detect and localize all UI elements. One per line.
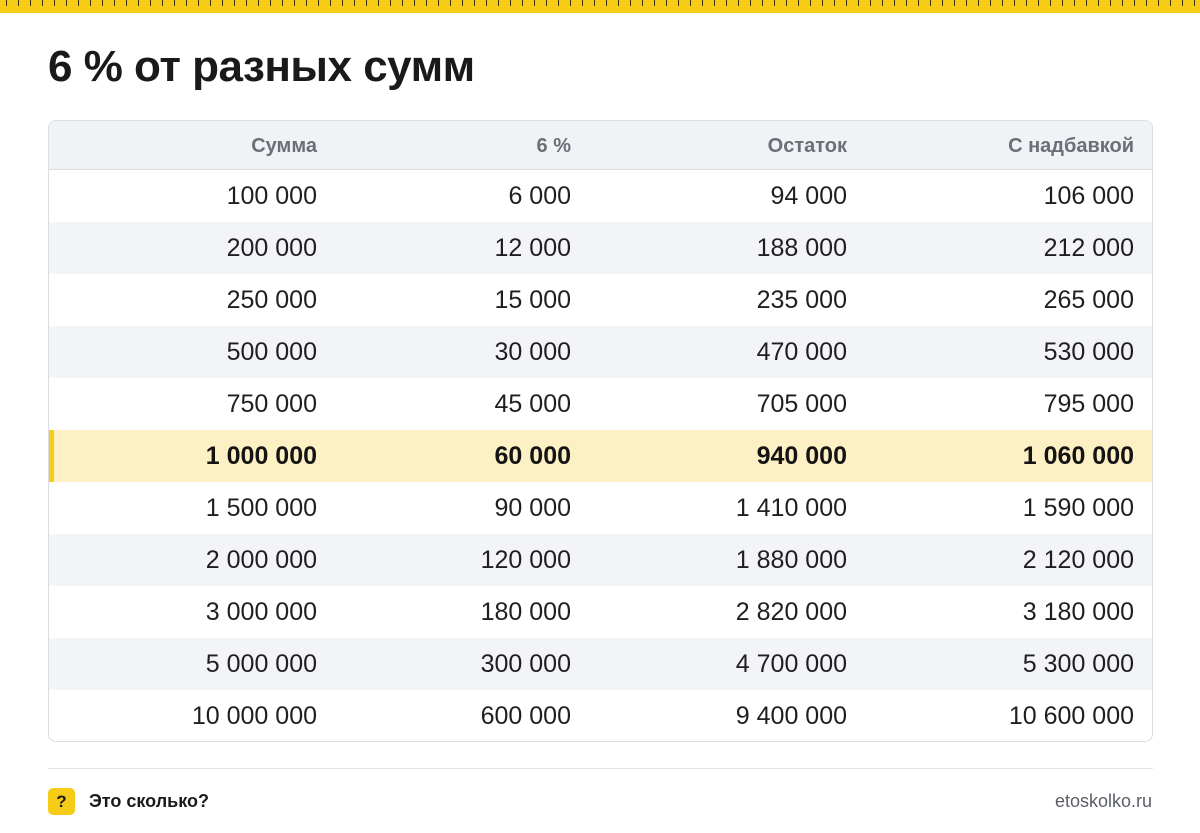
header-percent: 6 % xyxy=(536,134,571,157)
cell-remainder: 188 000 xyxy=(756,233,847,262)
cell-percent: 180 000 xyxy=(480,597,571,626)
table-row: 250 000 15 000 235 000 265 000 xyxy=(49,274,1152,326)
cell-with-markup: 3 180 000 xyxy=(1022,597,1134,626)
cell-percent: 6 000 xyxy=(508,181,571,210)
table-row: 3 000 000 180 000 2 820 000 3 180 000 xyxy=(49,586,1152,638)
cell-remainder: 2 820 000 xyxy=(735,597,847,626)
page-title: 6 % от разных сумм xyxy=(48,42,475,91)
cell-sum: 250 000 xyxy=(226,285,317,314)
cell-remainder: 9 400 000 xyxy=(735,701,847,730)
cell-percent: 30 000 xyxy=(494,337,571,366)
cell-percent: 300 000 xyxy=(480,649,571,678)
cell-sum: 100 000 xyxy=(226,181,317,210)
table-row: 2 000 000 120 000 1 880 000 2 120 000 xyxy=(49,534,1152,586)
cell-remainder: 235 000 xyxy=(756,285,847,314)
cell-with-markup: 530 000 xyxy=(1043,337,1134,366)
table-row-highlighted: 1 000 000 60 000 940 000 1 060 000 xyxy=(49,430,1152,482)
cell-sum: 1 500 000 xyxy=(205,493,317,522)
percent-table: Сумма 6 % Остаток С надбавкой 100 000 6 … xyxy=(48,120,1153,742)
cell-remainder: 705 000 xyxy=(756,389,847,418)
cell-sum: 10 000 000 xyxy=(191,701,317,730)
cell-remainder: 1 410 000 xyxy=(735,493,847,522)
header-sum: Сумма xyxy=(251,134,317,157)
cell-percent: 600 000 xyxy=(480,701,571,730)
cell-with-markup: 212 000 xyxy=(1043,233,1134,262)
cell-sum: 3 000 000 xyxy=(205,597,317,626)
cell-sum: 200 000 xyxy=(226,233,317,262)
cell-with-markup: 1 590 000 xyxy=(1022,493,1134,522)
cell-with-markup: 106 000 xyxy=(1043,181,1134,210)
table-row: 5 000 000 300 000 4 700 000 5 300 000 xyxy=(49,638,1152,690)
cell-sum: 500 000 xyxy=(226,337,317,366)
cell-with-markup: 795 000 xyxy=(1043,389,1134,418)
table-row: 100 000 6 000 94 000 106 000 xyxy=(49,170,1152,222)
brand-name: Это сколько? xyxy=(89,791,209,811)
cell-sum: 1 000 000 xyxy=(205,441,317,470)
table-row: 1 500 000 90 000 1 410 000 1 590 000 xyxy=(49,482,1152,534)
table-header-row: Сумма 6 % Остаток С надбавкой xyxy=(49,121,1152,170)
cell-percent: 15 000 xyxy=(494,285,571,314)
table-row: 200 000 12 000 188 000 212 000 xyxy=(49,222,1152,274)
cell-percent: 90 000 xyxy=(494,493,571,522)
cell-sum: 2 000 000 xyxy=(205,545,317,574)
site-link[interactable]: etoskolko.ru xyxy=(1054,791,1152,811)
cell-remainder: 940 000 xyxy=(756,441,847,470)
cell-percent: 12 000 xyxy=(494,233,571,262)
cell-remainder: 94 000 xyxy=(770,181,847,210)
table-row: 10 000 000 600 000 9 400 000 10 600 000 xyxy=(49,690,1152,741)
cell-sum: 750 000 xyxy=(226,389,317,418)
cell-with-markup: 5 300 000 xyxy=(1022,649,1134,678)
cell-remainder: 470 000 xyxy=(756,337,847,366)
cell-with-markup: 2 120 000 xyxy=(1022,545,1134,574)
cell-with-markup: 1 060 000 xyxy=(1022,441,1134,470)
table-row: 750 000 45 000 705 000 795 000 xyxy=(49,378,1152,430)
question-badge-icon: ? xyxy=(48,788,75,815)
header-with-markup: С надбавкой xyxy=(1008,134,1134,157)
ruler-top-bar xyxy=(0,0,1200,13)
footer-divider xyxy=(48,768,1153,769)
cell-with-markup: 10 600 000 xyxy=(1008,701,1134,730)
header-remainder: Остаток xyxy=(767,134,847,157)
cell-with-markup: 265 000 xyxy=(1043,285,1134,314)
cell-remainder: 4 700 000 xyxy=(735,649,847,678)
cell-percent: 60 000 xyxy=(494,441,571,470)
cell-percent: 45 000 xyxy=(494,389,571,418)
table-row: 500 000 30 000 470 000 530 000 xyxy=(49,326,1152,378)
footer-brand[interactable]: ? Это сколько? xyxy=(48,788,209,815)
cell-sum: 5 000 000 xyxy=(205,649,317,678)
cell-percent: 120 000 xyxy=(480,545,571,574)
cell-remainder: 1 880 000 xyxy=(735,545,847,574)
